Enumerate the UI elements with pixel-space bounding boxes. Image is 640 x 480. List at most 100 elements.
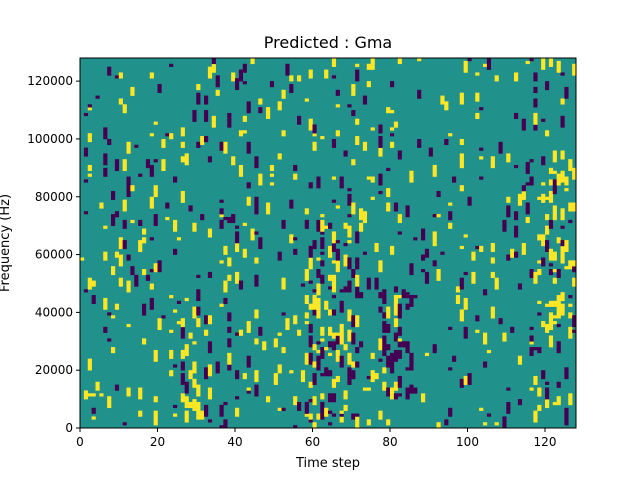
heatmap-cell	[405, 303, 410, 310]
heatmap-cell	[432, 344, 437, 354]
heatmap-cell	[347, 257, 352, 270]
y-tick-label: 60000	[35, 248, 73, 262]
heatmap-cell	[103, 167, 108, 177]
heatmap-cell	[134, 274, 139, 287]
heatmap-cell	[517, 399, 523, 406]
heatmap-cell	[386, 306, 391, 319]
heatmap-cell	[366, 387, 371, 391]
heatmap-cell	[397, 349, 402, 359]
heatmap-cell	[188, 401, 193, 409]
heatmap-cell	[382, 321, 387, 333]
heatmap-cell	[331, 413, 337, 417]
heatmap-cell	[382, 297, 387, 304]
heatmap-cell	[207, 228, 213, 238]
heatmap-cell	[118, 98, 123, 105]
heatmap-cell	[211, 115, 216, 128]
heatmap-cell	[405, 205, 410, 218]
heatmap-cell	[184, 344, 189, 357]
heatmap-cell	[281, 89, 286, 99]
heatmap-cell	[320, 251, 325, 255]
heatmap-cell	[366, 375, 371, 380]
heatmap-cell	[204, 136, 209, 143]
heatmap-cell	[393, 303, 399, 316]
heatmap-cell	[215, 361, 220, 374]
heatmap-cell	[355, 361, 360, 365]
heatmap-cell	[331, 341, 337, 351]
heatmap-cell	[331, 309, 337, 316]
x-tick-label: 100	[456, 435, 479, 449]
heatmap-cell	[366, 419, 371, 426]
heatmap-cell	[173, 413, 178, 417]
heatmap-cell	[335, 375, 340, 383]
heatmap-cell	[223, 245, 228, 255]
heatmap-cell	[192, 399, 197, 411]
heatmap-cell	[541, 257, 546, 267]
heatmap-cell	[176, 321, 182, 325]
heatmap-cell	[87, 358, 92, 371]
heatmap-cell	[254, 257, 259, 264]
heatmap-cell	[192, 341, 197, 345]
heatmap-cell	[304, 413, 309, 417]
heatmap-cell	[335, 349, 340, 362]
heatmap-cell	[122, 240, 127, 250]
heatmap-cell	[393, 318, 399, 328]
heatmap-cell	[300, 370, 306, 383]
heatmap-cell	[258, 98, 263, 105]
heatmap-cell	[362, 141, 368, 151]
heatmap-cell	[475, 92, 480, 102]
heatmap-cell	[343, 254, 348, 267]
heatmap-cell	[87, 173, 92, 177]
heatmap-cell	[80, 257, 85, 261]
heatmap-cell	[556, 173, 561, 186]
heatmap-cell	[347, 104, 352, 108]
heatmap-cell	[320, 401, 325, 409]
heatmap-cell	[498, 318, 503, 325]
heatmap-cell	[180, 156, 185, 163]
heatmap-cell	[564, 266, 569, 270]
heatmap-cell	[180, 361, 185, 371]
heatmap-cell	[339, 323, 344, 336]
heatmap-cell	[459, 92, 464, 105]
x-tick-label: 60	[305, 435, 320, 449]
heatmap-cell	[393, 332, 399, 342]
heatmap-cell	[328, 245, 333, 258]
heatmap-cell	[552, 190, 557, 195]
heatmap-cell	[355, 286, 360, 299]
heatmap-cell	[235, 225, 240, 229]
heatmap-cell	[312, 344, 317, 351]
heatmap-cell	[548, 248, 554, 261]
heatmap-cell	[444, 101, 449, 111]
heatmap-cell	[227, 364, 232, 371]
heatmap-cell	[293, 315, 298, 325]
y-axis-label: Frequency (Hz)	[0, 194, 13, 292]
heatmap-cell	[552, 211, 557, 221]
heatmap-cell	[436, 269, 441, 281]
heatmap-cell	[157, 260, 162, 273]
heatmap-cell	[328, 341, 333, 348]
heatmap-cell	[126, 188, 131, 198]
heatmap-cell	[347, 225, 352, 238]
heatmap-cell	[235, 396, 240, 400]
heatmap-cell	[157, 318, 162, 331]
heatmap-cell	[362, 387, 368, 391]
heatmap-cell	[347, 329, 352, 342]
heatmap-cell	[312, 309, 317, 316]
heatmap-cell	[568, 393, 573, 406]
heatmap-cell	[440, 95, 445, 105]
heatmap-cell	[552, 150, 557, 154]
heatmap-cell	[510, 326, 515, 333]
heatmap-cell	[382, 289, 387, 293]
heatmap-cell	[211, 58, 216, 65]
heatmap-cell	[545, 196, 550, 200]
heatmap-cell	[235, 332, 240, 336]
heatmap-cell	[541, 321, 546, 328]
heatmap-cell	[335, 335, 340, 345]
heatmap-cell	[308, 182, 313, 189]
heatmap-cell	[103, 153, 108, 166]
heatmap-cell	[207, 419, 213, 423]
heatmap-cell	[231, 156, 236, 166]
heatmap-cell	[320, 260, 325, 267]
heatmap-cell	[568, 202, 573, 212]
heatmap-cell	[548, 263, 554, 267]
